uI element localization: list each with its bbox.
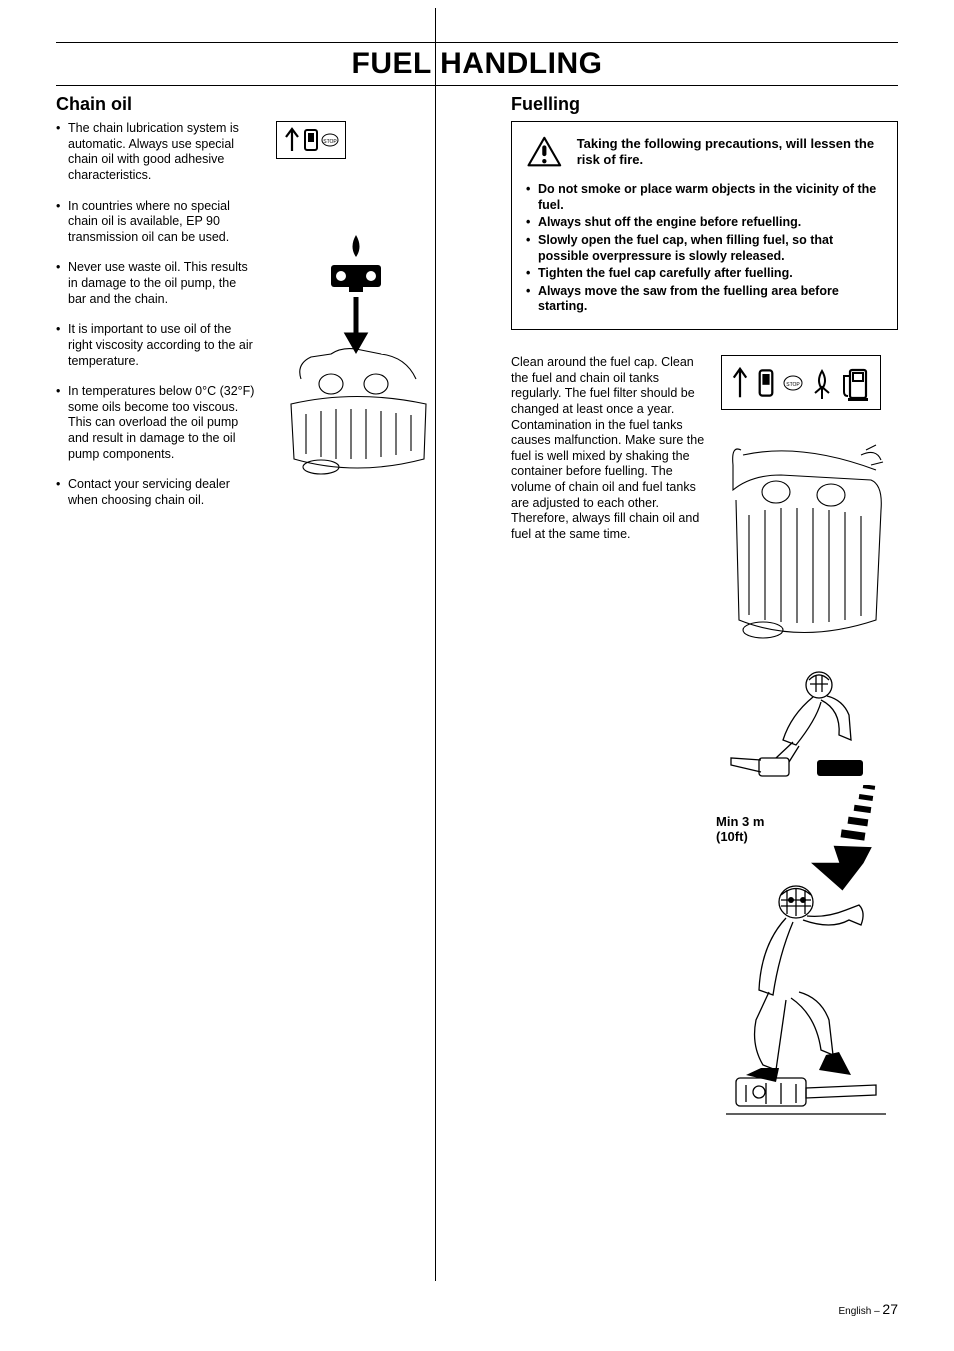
- oil-drop-icon: [811, 365, 833, 401]
- page-title: FUEL HANDLING: [56, 45, 898, 85]
- warning-bullet: Do not smoke or place warm objects in th…: [526, 182, 883, 213]
- chain-oil-list: The chain lubrication system is automati…: [56, 121, 256, 524]
- person-starting-diagram: [721, 870, 889, 1130]
- warning-bullet: Slowly open the fuel cap, when filling f…: [526, 233, 883, 264]
- two-column-layout: Chain oil The chain lubrication system i…: [56, 94, 898, 1130]
- chain-oil-bullet: Never use waste oil. This results in dam…: [56, 260, 256, 307]
- person-refuelling-diagram: Min 3 m (10ft): [721, 660, 889, 870]
- warning-icon: [526, 132, 563, 172]
- heading-fuelling: Fuelling: [511, 94, 898, 115]
- svg-text:STOP: STOP: [786, 382, 800, 388]
- column-right: Fuelling Taking the following precaution…: [491, 94, 898, 1130]
- warning-box: Taking the following precautions, will l…: [511, 121, 898, 330]
- chain-oil-bullet: In countries where no special chain oil …: [56, 199, 256, 246]
- footer-page-number: 27: [882, 1301, 898, 1317]
- fuelling-paragraph: Clean around the fuel cap. Clean the fue…: [511, 355, 706, 1130]
- warning-list: Do not smoke or place warm objects in th…: [526, 182, 883, 315]
- rule-under-title: [56, 85, 898, 86]
- chain-oil-bullet: In temperatures below 0°C (32°F) some oi…: [56, 384, 256, 462]
- warning-bullet: Tighten the fuel cap carefully after fue…: [526, 266, 883, 282]
- rule-top: [56, 42, 898, 43]
- warning-bullet: Always move the saw from the fuelling ar…: [526, 284, 883, 315]
- heading-chain-oil: Chain oil: [56, 94, 481, 115]
- fuel-pump-icon: [842, 364, 870, 402]
- footer-language: English –: [839, 1306, 883, 1317]
- stop-and-fuel-icons: STOP: [721, 355, 881, 410]
- fuel-tank-diagram: [721, 420, 889, 650]
- warning-intro: Taking the following precautions, will l…: [577, 132, 883, 167]
- min-distance-label: Min 3 m (10ft): [716, 815, 764, 845]
- warning-bullet: Always shut off the engine before refuel…: [526, 215, 883, 231]
- stop-switch-icon: STOP: [276, 121, 346, 159]
- column-left: Chain oil The chain lubrication system i…: [56, 94, 491, 1130]
- chain-oil-bullet: It is important to use oil of the right …: [56, 322, 256, 369]
- chain-oil-bullet: Contact your servicing dealer when choos…: [56, 477, 256, 508]
- svg-text:STOP: STOP: [323, 139, 337, 145]
- page-footer: English – 27: [839, 1301, 899, 1317]
- chainsaw-oil-diagram: [276, 229, 436, 489]
- chain-oil-bullet: The chain lubrication system is automati…: [56, 121, 256, 184]
